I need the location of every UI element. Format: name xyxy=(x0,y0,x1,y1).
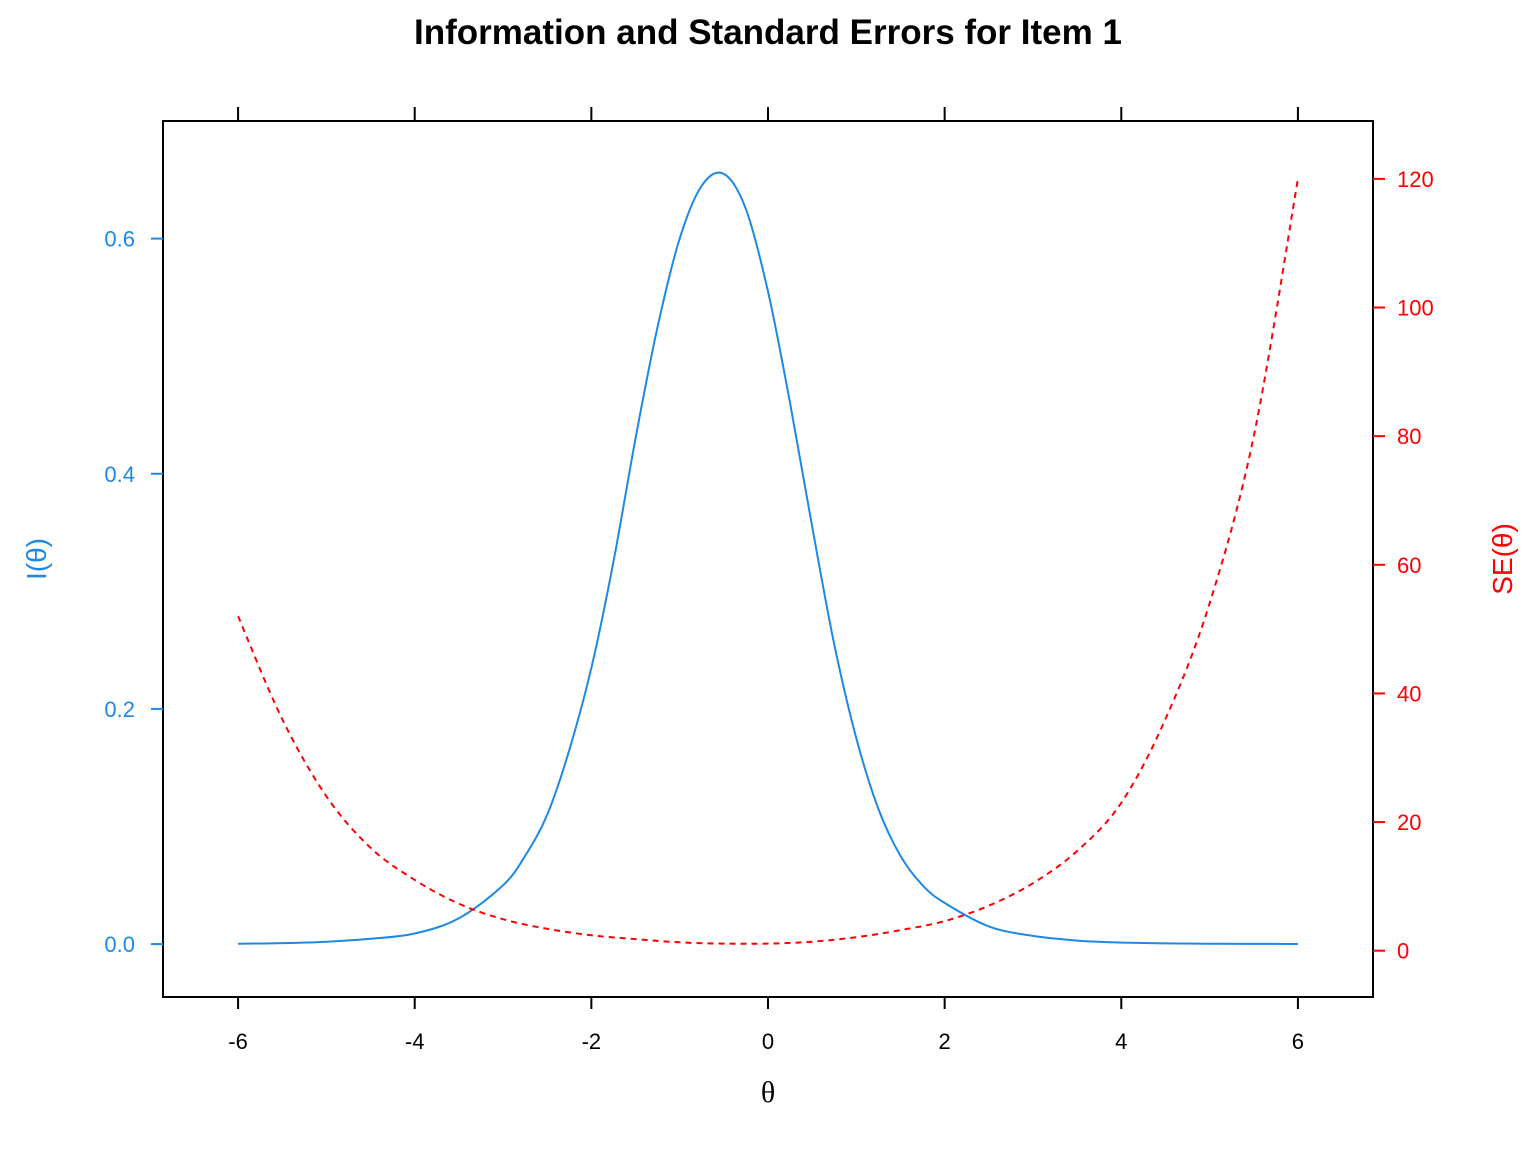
x-axis-top xyxy=(237,107,1299,121)
y-left-tick-label: 0.2 xyxy=(104,697,135,722)
y-left-tick-label: 0.4 xyxy=(104,462,135,487)
chart-title: Information and Standard Errors for Item… xyxy=(414,13,1122,52)
y-left-tick-label: 0.0 xyxy=(104,932,135,957)
x-tick-label: -2 xyxy=(582,1029,602,1054)
y-right-tick-label: 100 xyxy=(1397,296,1434,321)
x-axis-bottom: -6 -4 -2 0 2 4 6 xyxy=(228,997,1304,1054)
x-tick-label: 2 xyxy=(939,1029,951,1054)
y-axis-left-title: I(θ) xyxy=(21,538,52,580)
standard-error-curve xyxy=(237,178,1299,945)
information-curve xyxy=(238,171,1298,945)
y-right-tick-label: 120 xyxy=(1397,167,1434,192)
y-left-tick-label: 0.6 xyxy=(104,227,135,252)
x-tick-label: 4 xyxy=(1115,1029,1127,1054)
y-axis-left: 0.0 0.2 0.4 0.6 xyxy=(104,227,163,957)
y-right-tick-label: 40 xyxy=(1397,681,1421,706)
x-tick-label: -4 xyxy=(405,1029,425,1054)
y-axis-right: 0 20 40 60 80 100 120 xyxy=(1373,167,1434,964)
x-tick-label: 6 xyxy=(1292,1029,1304,1054)
y-right-tick-label: 0 xyxy=(1397,939,1409,964)
x-tick-label: -6 xyxy=(228,1029,248,1054)
series-layer xyxy=(237,171,1299,945)
y-axis-right-title: SE(θ) xyxy=(1487,523,1518,595)
plot-frame xyxy=(162,120,1374,998)
x-axis-title: θ xyxy=(761,1076,775,1109)
y-right-tick-label: 20 xyxy=(1397,810,1421,835)
y-right-tick-label: 60 xyxy=(1397,553,1421,578)
x-tick-label: 0 xyxy=(762,1029,774,1054)
y-right-tick-label: 80 xyxy=(1397,424,1421,449)
